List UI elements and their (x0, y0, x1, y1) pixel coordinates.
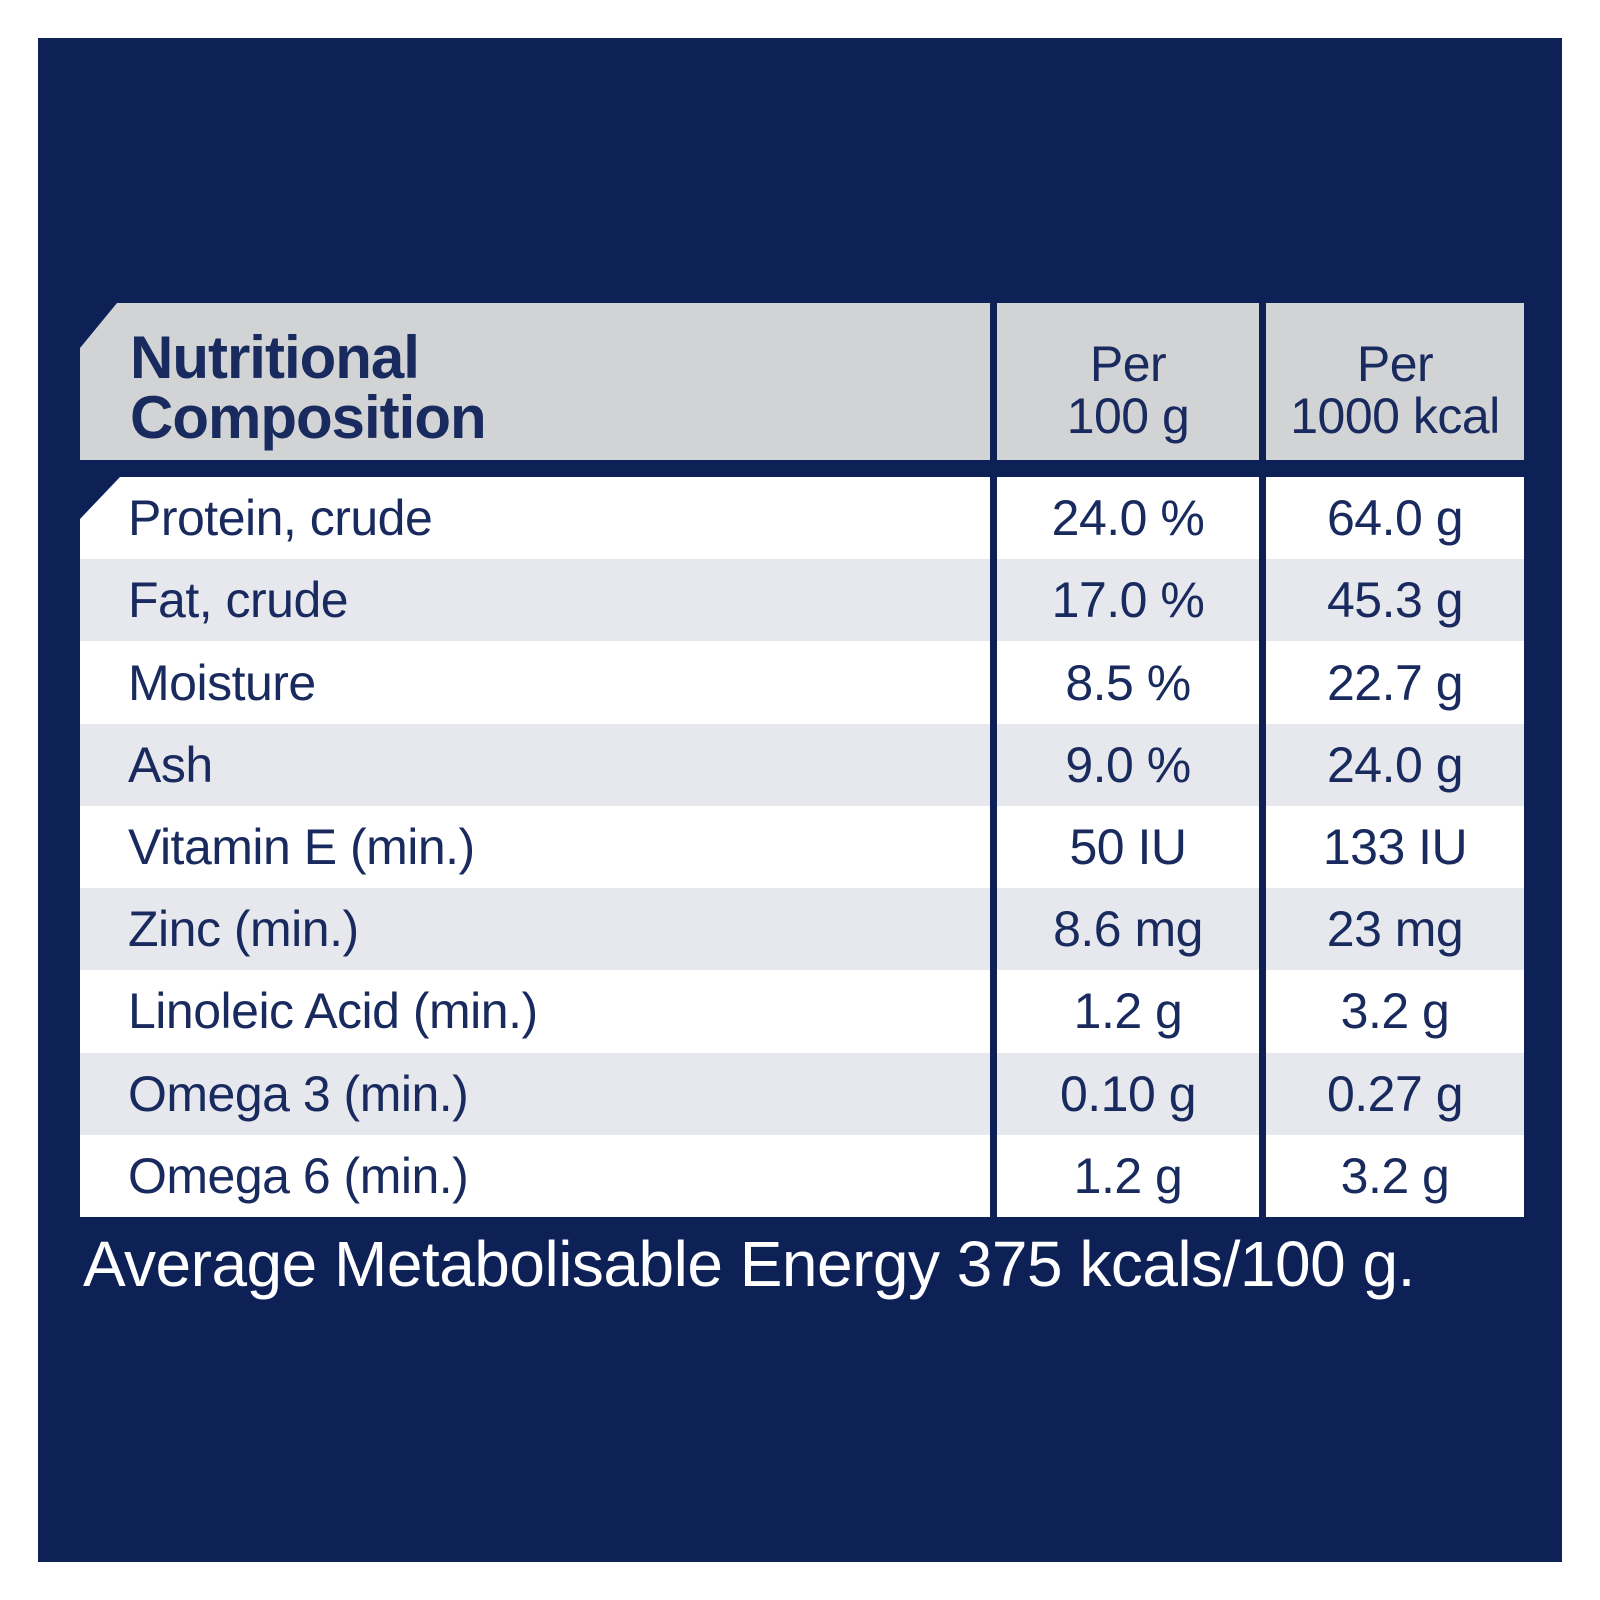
row-value-per-1000kcal: 0.27 g (1326, 1065, 1464, 1122)
row-value-per-1000kcal: 24.0 g (1326, 736, 1464, 793)
table-header-band: Nutritional Composition Per 100 g Per 10… (80, 303, 1524, 460)
row-label: Omega 3 (min.) (128, 1065, 469, 1122)
col2-line2: 1000 kcal (1290, 387, 1500, 444)
row-value-per-100g: 50 IU (1069, 818, 1187, 875)
row-value-per-100g: 8.5 % (1065, 654, 1191, 711)
row-label: Moisture (128, 654, 316, 711)
row-label: Zinc (min.) (128, 901, 359, 958)
table-row: Zinc (min.) 8.6 mg 23 mg (80, 888, 1524, 971)
column-header-per-100g: Per 100 g (997, 303, 1259, 460)
nutritional-composition-table: Nutritional Composition Per 100 g Per 10… (80, 303, 1524, 1217)
column-divider-2 (1259, 303, 1266, 1217)
row-value-per-1000kcal: 3.2 g (1340, 983, 1450, 1040)
table-row: Protein, crude 24.0 % 64.0 g (80, 477, 1524, 560)
navy-panel: Nutritional Composition Per 100 g Per 10… (38, 38, 1562, 1562)
row-value-per-1000kcal: 133 IU (1322, 818, 1468, 875)
table-row: Ash 9.0 % 24.0 g (80, 723, 1524, 806)
row-value-per-1000kcal: 22.7 g (1326, 654, 1464, 711)
row-label: Fat, crude (128, 572, 349, 629)
row-label: Protein, crude (128, 490, 433, 547)
table-row: Omega 3 (min.) 0.10 g 0.27 g (80, 1052, 1524, 1135)
col1-line2: 100 g (1066, 387, 1190, 444)
table-row: Omega 6 (min.) 1.2 g 3.2 g (80, 1134, 1524, 1217)
row-value-per-100g: 8.6 mg (1053, 901, 1203, 958)
row-value-per-100g: 9.0 % (1065, 736, 1191, 793)
row-value-per-1000kcal: 45.3 g (1326, 572, 1464, 629)
row-value-per-100g: 1.2 g (1073, 1147, 1183, 1204)
row-value-per-100g: 0.10 g (1059, 1065, 1197, 1122)
table-row: Vitamin E (min.) 50 IU 133 IU (80, 805, 1524, 889)
row-label: Ash (128, 736, 213, 793)
col2-line1: Per (1356, 335, 1434, 392)
row-value-per-1000kcal: 23 mg (1326, 901, 1464, 958)
table-row: Linoleic Acid (min.) 1.2 g 3.2 g (80, 970, 1524, 1053)
table-title: Nutritional Composition (80, 303, 990, 460)
metabolisable-energy-note: Average Metabolisable Energy 375 kcals/1… (83, 1228, 1415, 1300)
row-value-per-100g: 24.0 % (1051, 490, 1205, 547)
row-value-per-1000kcal: 3.2 g (1340, 1147, 1450, 1204)
column-divider-1 (990, 303, 997, 1217)
table-body: Protein, crude 24.0 % 64.0 g Fat, crude … (80, 477, 1524, 1217)
row-value-per-100g: 1.2 g (1073, 983, 1183, 1040)
table-row: Moisture 8.5 % 22.7 g (80, 641, 1524, 724)
column-header-per-1000kcal: Per 1000 kcal (1266, 303, 1524, 460)
row-label: Vitamin E (min.) (128, 818, 475, 875)
row-label: Linoleic Acid (min.) (128, 983, 538, 1040)
row-label: Omega 6 (min.) (128, 1147, 469, 1204)
table-title-line1: Nutritional (130, 323, 420, 391)
row-value-per-1000kcal: 64.0 g (1326, 490, 1464, 547)
row-value-per-100g: 17.0 % (1051, 572, 1205, 629)
col1-line1: Per (1089, 335, 1167, 392)
table-title-line2: Composition (130, 383, 487, 451)
table-row: Fat, crude 17.0 % 45.3 g (80, 559, 1524, 642)
